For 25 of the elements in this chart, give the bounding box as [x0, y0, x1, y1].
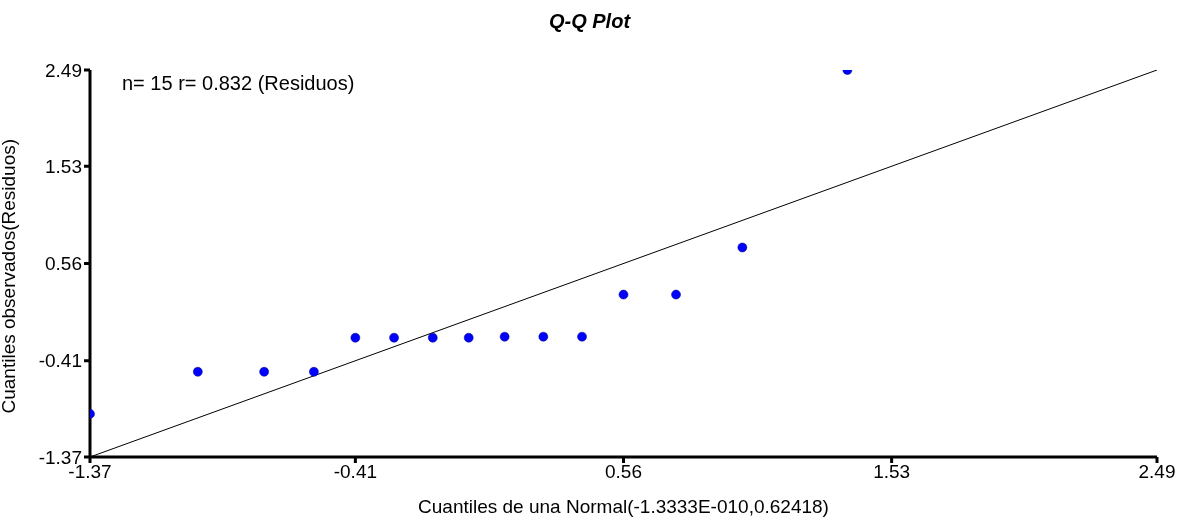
- annotation: n= 15 r= 0.832 (Residuos): [122, 72, 355, 95]
- point: [428, 332, 438, 343]
- x-tick-label: -0.41: [333, 461, 378, 483]
- point: [259, 367, 269, 377]
- point: [350, 332, 361, 343]
- point: [389, 332, 399, 343]
- point: [577, 331, 587, 342]
- point: [618, 289, 629, 300]
- x-tick-label: 2.49: [1138, 461, 1176, 483]
- point: [499, 331, 510, 342]
- point: [193, 367, 203, 377]
- y-tick-label: 0.56: [45, 253, 82, 275]
- y-tick-label: 1.53: [45, 155, 82, 177]
- point: [737, 242, 748, 253]
- point: [309, 367, 319, 377]
- point: [538, 331, 549, 342]
- chart-title: Q-Q Plot: [547, 10, 632, 33]
- x-axis-title: Cuantiles de una Normal(-1.3333E-010,0.62418): [418, 496, 829, 517]
- y-tick-label: 2.49: [45, 59, 82, 81]
- point: [463, 332, 474, 343]
- x-tick-label: 0.56: [605, 461, 642, 483]
- point: [671, 289, 681, 300]
- x-tick-label: 1.53: [873, 461, 911, 483]
- y-axis-title: Cuantiles observados(Residuos): [0, 138, 19, 414]
- y-tick-label: -0.41: [38, 350, 82, 372]
